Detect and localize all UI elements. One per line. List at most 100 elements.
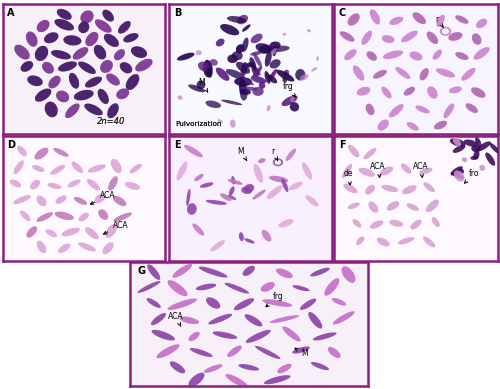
- Ellipse shape: [282, 326, 300, 342]
- Ellipse shape: [30, 180, 40, 189]
- Ellipse shape: [316, 56, 319, 61]
- Ellipse shape: [444, 103, 454, 118]
- Ellipse shape: [14, 45, 30, 60]
- Text: ACA: ACA: [90, 191, 116, 204]
- Ellipse shape: [310, 268, 330, 277]
- Ellipse shape: [286, 149, 296, 161]
- Ellipse shape: [210, 59, 218, 66]
- Ellipse shape: [180, 317, 199, 324]
- Ellipse shape: [50, 165, 65, 175]
- Ellipse shape: [262, 230, 272, 242]
- Ellipse shape: [252, 66, 259, 77]
- Ellipse shape: [244, 238, 254, 244]
- Text: M: M: [238, 147, 247, 161]
- Ellipse shape: [282, 33, 286, 36]
- Ellipse shape: [302, 162, 312, 180]
- Ellipse shape: [212, 331, 238, 339]
- Ellipse shape: [226, 374, 248, 388]
- Ellipse shape: [270, 46, 289, 52]
- Ellipse shape: [194, 174, 203, 181]
- Text: ACA: ACA: [104, 221, 128, 234]
- Ellipse shape: [188, 84, 205, 92]
- Ellipse shape: [353, 65, 364, 81]
- Ellipse shape: [226, 69, 245, 79]
- Ellipse shape: [57, 9, 72, 20]
- Ellipse shape: [356, 87, 370, 96]
- Ellipse shape: [276, 70, 294, 82]
- Ellipse shape: [54, 148, 68, 157]
- Ellipse shape: [471, 87, 486, 98]
- Ellipse shape: [188, 332, 200, 341]
- Ellipse shape: [410, 220, 422, 230]
- Ellipse shape: [264, 71, 270, 84]
- Ellipse shape: [94, 45, 106, 60]
- Ellipse shape: [85, 77, 102, 88]
- Ellipse shape: [120, 62, 132, 74]
- Ellipse shape: [146, 298, 161, 308]
- Ellipse shape: [458, 169, 464, 174]
- Text: A: A: [8, 8, 15, 18]
- Ellipse shape: [383, 50, 403, 59]
- Ellipse shape: [401, 31, 418, 42]
- Ellipse shape: [402, 185, 416, 194]
- Ellipse shape: [196, 81, 205, 89]
- Ellipse shape: [26, 226, 37, 238]
- Ellipse shape: [342, 266, 355, 283]
- Ellipse shape: [168, 298, 197, 310]
- Ellipse shape: [378, 119, 389, 131]
- Ellipse shape: [51, 50, 71, 60]
- Ellipse shape: [231, 176, 235, 184]
- Ellipse shape: [243, 78, 254, 86]
- Ellipse shape: [246, 330, 271, 343]
- Ellipse shape: [62, 228, 80, 237]
- Ellipse shape: [116, 88, 130, 99]
- Ellipse shape: [474, 47, 490, 60]
- Ellipse shape: [36, 212, 53, 222]
- Ellipse shape: [450, 138, 466, 147]
- Ellipse shape: [35, 46, 48, 61]
- Ellipse shape: [204, 364, 223, 373]
- Ellipse shape: [269, 176, 288, 182]
- Ellipse shape: [78, 213, 89, 221]
- Ellipse shape: [198, 61, 209, 72]
- Ellipse shape: [54, 212, 74, 220]
- Ellipse shape: [36, 20, 50, 32]
- Ellipse shape: [220, 24, 239, 35]
- Ellipse shape: [147, 264, 160, 280]
- Ellipse shape: [436, 68, 455, 77]
- Ellipse shape: [68, 179, 80, 187]
- Ellipse shape: [254, 164, 263, 183]
- Ellipse shape: [170, 361, 185, 373]
- Ellipse shape: [348, 203, 360, 209]
- Ellipse shape: [69, 73, 79, 89]
- Ellipse shape: [228, 195, 236, 200]
- Ellipse shape: [104, 34, 119, 47]
- Ellipse shape: [72, 47, 88, 60]
- Ellipse shape: [20, 61, 33, 72]
- Ellipse shape: [462, 68, 475, 81]
- Ellipse shape: [44, 32, 59, 43]
- Ellipse shape: [178, 95, 182, 100]
- Ellipse shape: [264, 375, 290, 384]
- Ellipse shape: [210, 240, 225, 251]
- Ellipse shape: [380, 166, 393, 175]
- Ellipse shape: [450, 172, 464, 179]
- Ellipse shape: [227, 16, 246, 23]
- Ellipse shape: [208, 314, 232, 324]
- Ellipse shape: [328, 347, 340, 358]
- Ellipse shape: [454, 170, 464, 182]
- Ellipse shape: [237, 15, 248, 25]
- Ellipse shape: [455, 52, 468, 60]
- Ellipse shape: [220, 193, 232, 201]
- Ellipse shape: [88, 165, 106, 173]
- Ellipse shape: [190, 348, 212, 357]
- Ellipse shape: [362, 31, 372, 45]
- Ellipse shape: [344, 49, 356, 60]
- Ellipse shape: [114, 212, 132, 222]
- Text: G: G: [137, 266, 145, 276]
- Ellipse shape: [56, 195, 66, 204]
- Text: de: de: [344, 169, 354, 185]
- Ellipse shape: [130, 164, 142, 173]
- Text: fro: fro: [464, 169, 479, 183]
- Ellipse shape: [344, 184, 357, 193]
